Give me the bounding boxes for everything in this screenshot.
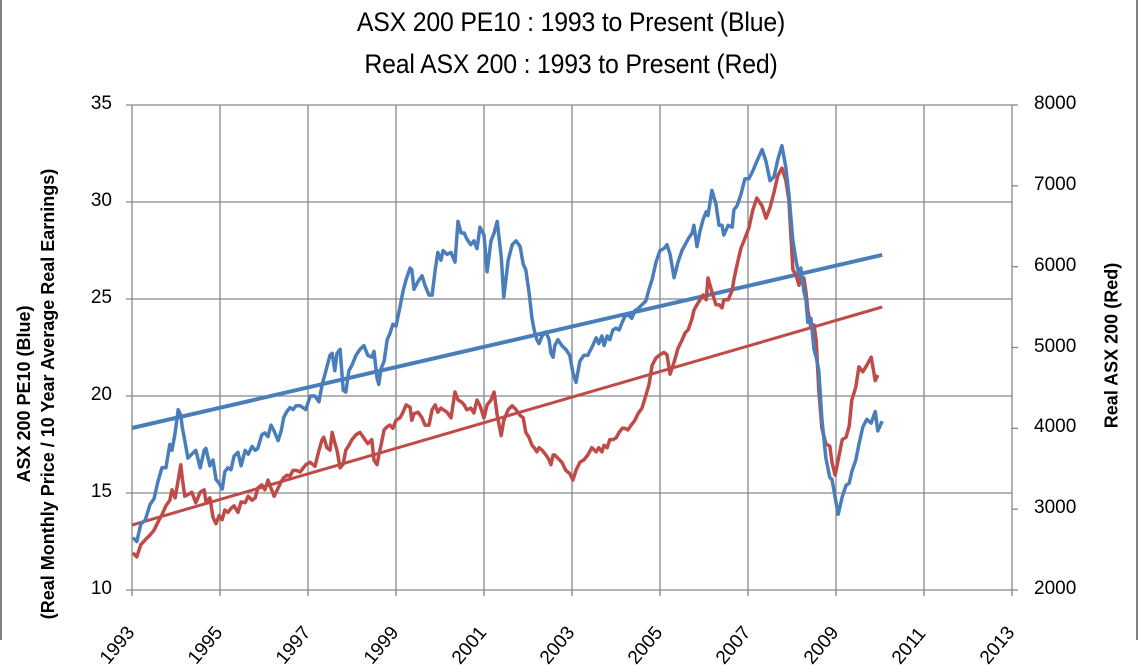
right-axis-tick-label: 6000	[1034, 254, 1077, 276]
chart-frame	[0, 0, 1138, 640]
real-asx200-line	[131, 166, 880, 559]
trendline	[131, 253, 883, 430]
left-axis-label-line2: (Real Monthly Price / 10 Year Average Re…	[38, 168, 58, 620]
left-axis-tick-label: 25	[90, 287, 112, 308]
right-axis-label: Real ASX 200 (Red)	[1101, 262, 1122, 429]
right-axis-tick-label: 8000	[1034, 93, 1077, 114]
right-axis-tick-label: 5000	[1034, 335, 1077, 357]
left-axis-tick-label: 15	[90, 481, 112, 502]
pe10-line	[131, 143, 884, 544]
right-axis-tick-label: 4000	[1034, 416, 1077, 438]
right-axis-tick-label: 7000	[1034, 173, 1077, 195]
left-axis-tick-label: 30	[90, 190, 112, 211]
left-axis-label: ASX 200 PE10 (Blue) (Real Monthly Price …	[12, 144, 60, 644]
left-axis-tick-label: 20	[90, 384, 112, 405]
right-axis-tick-label: 2000	[1034, 578, 1077, 599]
left-axis-label-line1: ASX 200 PE10 (Blue)	[14, 305, 34, 483]
left-axis-tick-label: 10	[90, 578, 112, 599]
chart-title-line1: ASX 200 PE10 : 1993 to Present (Blue)	[356, 7, 786, 37]
right-axis-tick-label: 3000	[1034, 497, 1077, 519]
left-axis-tick-label: 35	[90, 93, 112, 114]
chart-title-line2: Real ASX 200 : 1993 to Present (Red)	[364, 49, 778, 79]
plot-area	[126, 104, 1018, 596]
